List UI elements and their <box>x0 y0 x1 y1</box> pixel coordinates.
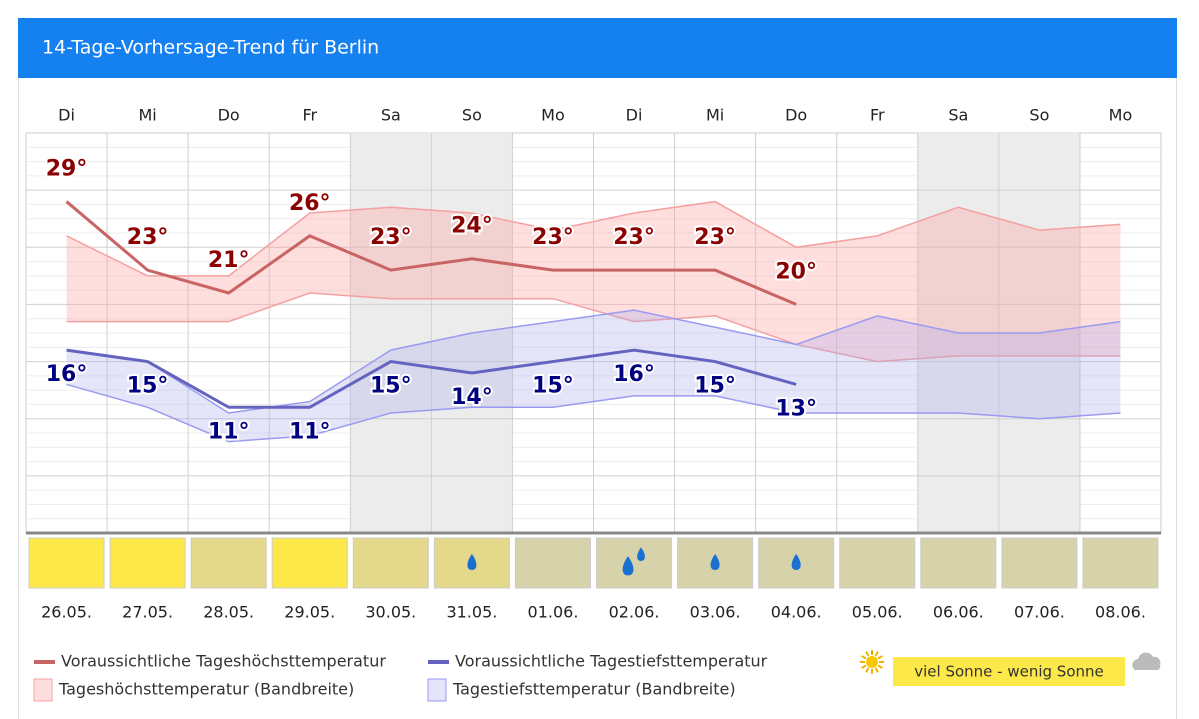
sun-ray <box>861 655 867 660</box>
rain-drop <box>637 547 645 561</box>
date-label: 05.06. <box>852 603 903 622</box>
weekday-label: Fr <box>302 106 317 125</box>
temp-label: 26° <box>289 191 331 216</box>
weather-box <box>596 537 673 589</box>
legend-label: Voraussichtliche Tageshöchsttemperatur <box>61 652 386 671</box>
weekday-label: Do <box>785 106 807 125</box>
temp-label: 23° <box>127 225 169 250</box>
weekday-label: Di <box>58 106 75 125</box>
temp-label: 11° <box>208 419 250 444</box>
sun-ray <box>865 651 870 657</box>
temp-line <box>66 348 797 409</box>
weather-box <box>920 537 997 589</box>
band-lower <box>66 292 1121 363</box>
rain-drop <box>467 554 477 570</box>
title: 14-Tage-Vorhersage-Trend für Berlin <box>42 37 379 59</box>
date-label: 27.05. <box>122 603 173 622</box>
temp-label: 15° <box>532 374 574 399</box>
sun-ray <box>861 664 867 669</box>
date-label: 02.06. <box>609 603 660 622</box>
sun-scale-label: viel Sonne - wenig Sonne <box>914 663 1104 681</box>
sun-ray <box>874 667 879 673</box>
date-label: 30.05. <box>365 603 416 622</box>
date-label: 08.06. <box>1095 603 1146 622</box>
date-label: 04.06. <box>771 603 822 622</box>
weekday-label: Sa <box>948 106 968 125</box>
temp-label: 16° <box>46 362 88 387</box>
weekday-label: Di <box>626 106 643 125</box>
weekday-label: Mi <box>706 106 724 125</box>
date-label: 28.05. <box>203 603 254 622</box>
sun-icon <box>860 650 884 674</box>
legend-swatch <box>427 678 447 702</box>
date-label: 29.05. <box>284 603 335 622</box>
sun-ray <box>865 667 870 673</box>
weather-box <box>1001 537 1078 589</box>
weather-box <box>839 537 916 589</box>
weekday-label: Fr <box>870 106 885 125</box>
date-label: 31.05. <box>446 603 497 622</box>
temp-label: 14° <box>451 385 493 410</box>
sun-ray <box>874 651 879 657</box>
weekday-label: Do <box>218 106 240 125</box>
date-label: 07.06. <box>1014 603 1065 622</box>
date-label: 03.06. <box>690 603 741 622</box>
temp-label: 29° <box>46 157 88 182</box>
temp-label: 24° <box>451 214 493 239</box>
band-lower <box>66 383 1121 443</box>
legend-label: Tagestiefsttemperatur (Bandbreite) <box>452 680 736 699</box>
temp-line <box>65 200 797 306</box>
rain-drop <box>622 556 634 576</box>
legend-label: Voraussichtliche Tagestiefsttemperatur <box>455 652 768 671</box>
weekday-label: So <box>462 106 482 125</box>
band-upper <box>66 309 1121 414</box>
legend-label: Tageshöchsttemperatur (Bandbreite) <box>58 680 354 699</box>
temp-label: 23° <box>613 225 655 250</box>
temp-label: 16° <box>613 362 655 387</box>
sun-ray <box>877 664 883 669</box>
temp-label: 20° <box>775 259 817 284</box>
weather-box <box>271 537 348 589</box>
date-label: 06.06. <box>933 603 984 622</box>
weather-box <box>190 537 267 589</box>
weather-box <box>352 537 429 589</box>
weather-box <box>1082 537 1159 589</box>
weekday-label: Sa <box>381 106 401 125</box>
sun-scale <box>893 657 1125 686</box>
sun-core <box>866 656 878 668</box>
temp-label: 23° <box>370 225 412 250</box>
rain-drop <box>710 554 720 570</box>
temp-label: 23° <box>694 225 736 250</box>
temp-label: 11° <box>289 419 331 444</box>
temp-label: 15° <box>694 374 736 399</box>
legend-swatch <box>33 678 53 702</box>
temp-label: 21° <box>208 248 250 273</box>
band-area <box>66 201 1121 362</box>
weather-box <box>109 537 186 589</box>
date-label: 01.06. <box>528 603 579 622</box>
weather-box <box>514 537 592 589</box>
sun-ray <box>877 655 883 660</box>
cloud-icon <box>1132 652 1161 670</box>
band-upper <box>66 200 1121 277</box>
weekday-label: Mo <box>1109 106 1133 125</box>
weekday-label: Mo <box>541 106 565 125</box>
band-area <box>66 310 1121 442</box>
temp-label: 13° <box>775 396 817 421</box>
date-label: 26.05. <box>41 603 92 622</box>
weekday-label: Mi <box>138 106 156 125</box>
weather-box <box>28 537 105 589</box>
header <box>18 18 1177 78</box>
temp-label: 23° <box>532 225 574 250</box>
rain-drop <box>791 554 801 570</box>
weekday-label: So <box>1029 106 1049 125</box>
temp-label: 15° <box>127 374 169 399</box>
temp-label: 15° <box>370 374 412 399</box>
